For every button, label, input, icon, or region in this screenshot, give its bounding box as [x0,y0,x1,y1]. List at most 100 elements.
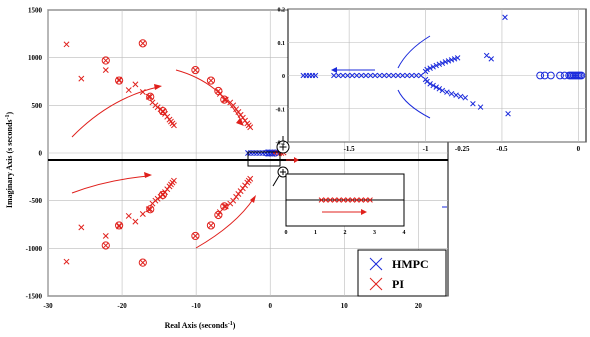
main-point-s1-5 [101,241,110,250]
top-point-s0-40 [430,82,436,89]
top-point-s0-23-stroke-b [413,72,420,79]
main-point-s0-3-stroke-b [116,76,123,83]
top-ytick-label-4: 0.2 [278,8,286,14]
main-point-s1-1 [115,76,124,85]
legend: HMPC PI [357,249,447,297]
main-point-s1-6 [115,221,124,230]
legend-marker-hmpc [369,257,383,271]
main-point-s1-16 [214,210,223,220]
trend-arrow-lower-right-head [250,195,256,203]
main-point-s1-4-ring [158,106,167,116]
main-point-s1-2 [138,39,147,48]
legend-marker-cross-1-stroke-b [369,277,383,291]
main-data-points [63,39,287,267]
legend-item-hmpc: HMPC [369,257,429,271]
main-point-s0-25-stroke-b [139,211,146,217]
top-point-s0-33 [445,58,452,64]
bottom-point-s0-10 [362,197,369,203]
bottom-point-s0-1-stroke-b [323,197,329,203]
top-xtick-label-extra: -0.25 [455,145,470,153]
top-point-s0-29 [433,62,439,69]
main-point-s1-8-stroke-b [147,206,154,213]
main-point-s0-24 [132,218,139,225]
top-point-s0-30 [436,61,443,67]
top-point-s0-20-stroke-b [399,72,406,79]
top-point-s0-29-stroke-b [433,62,439,69]
top-point-s0-13 [367,72,374,79]
main-point-s0-5-stroke-b [132,81,139,88]
main-point-s1-0-stroke-b [102,57,109,64]
top-point-s0-38 [424,78,430,85]
main-point-s1-15-ring [206,221,216,230]
main-xtick-label-0: -30 [43,302,53,310]
bottom-inset-tick-labels: 0 1 2 3 4 [285,230,406,236]
bottom-point-s0-11 [367,197,373,203]
bottom-xtick-label-0: 0 [285,230,288,236]
bottom-point-s0-0-stroke-b [318,197,325,203]
top-inset-data-points [300,14,586,117]
top-point-s0-7-stroke-b [340,72,346,79]
top-point-s0-42-stroke-b [436,86,443,92]
main-point-s1-8-ring [146,205,155,214]
trend-arrow-lower-right [195,197,255,249]
main-point-s0-53-stroke-b [230,197,237,204]
legend-box [357,249,447,297]
top-point-s0-21-stroke-b [404,72,410,79]
main-point-s0-49 [247,124,254,131]
bottom-point-s0-3 [331,197,338,203]
bottom-xtick-label-3: 3 [373,230,376,236]
main-point-s1-6-stroke-b [116,222,123,229]
main-point-s1-14 [191,231,200,241]
trend-arrow-upper-left-head [154,84,162,90]
main-point-s0-24-stroke-b [132,218,139,225]
bottom-inset-red-arrow-head [361,209,367,215]
top-point-s0-27 [427,65,433,71]
top-point-s0-11-stroke-b [358,72,365,79]
legend-marker-cross-0 [369,257,383,271]
main-xtick-label-1: -20 [117,302,127,310]
top-point-s0-52 [505,110,511,117]
main-point-s1-0-ring [101,56,110,65]
bottom-point-s0-11-stroke-b [367,197,373,203]
bottom-point-s0-8-stroke-b [354,197,360,203]
bottom-point-s0-2 [327,197,334,203]
top-point-s0-5 [331,72,337,79]
top-ytick-label-0: -0.2 [276,141,286,147]
top-ytick-label-3: 0.1 [278,41,286,47]
top-inset-curve-lower [397,89,431,119]
top-point-s0-31 [439,60,446,66]
main-point-s0-20-stroke-b [78,224,85,231]
main-point-s1-10-stroke-b [192,67,199,74]
top-point-s0-24 [418,72,424,79]
main-point-s0-22 [116,223,123,230]
top-point-s0-27-stroke-b [427,65,433,71]
main-point-s3-3 [271,149,279,157]
top-point-s0-38-stroke-b [424,78,430,85]
bottom-point-s0-7-stroke-b [349,197,356,203]
top-point-s0-41 [433,84,439,90]
top-point-s0-45 [448,91,455,97]
main-point-s1-17-ring [220,202,229,211]
top-point-s0-45-stroke-b [448,91,455,97]
bottom-point-s0-5 [340,197,347,203]
legend-label-hmpc: HMPC [392,257,429,271]
main-point-s1-5-stroke-b [102,242,109,249]
top-point-s0-36 [454,55,461,61]
top-point-s0-32-stroke-b [442,59,449,65]
top-point-s0-22 [409,72,415,79]
top-point-s0-16 [381,72,388,79]
top-point-s0-52-stroke-b [505,110,511,117]
main-point-s0-40-stroke-b [227,99,234,106]
top-point-s0-5-stroke-b [331,72,337,79]
legend-marker-cross-0-stroke-b [369,257,383,271]
top-point-s0-43-stroke-b [439,87,446,94]
main-point-s3-2 [268,149,276,157]
top-point-s0-51 [502,14,508,21]
main-point-s1-2-stroke-b [139,40,146,47]
main-point-s0-61-stroke-b [247,175,254,182]
top-point-s0-46-stroke-b [453,92,459,98]
main-point-s0-25 [139,211,146,217]
main-point-s0-0-stroke-b [63,41,70,48]
main-point-s1-17 [220,202,229,211]
main-point-s0-1 [78,75,85,82]
